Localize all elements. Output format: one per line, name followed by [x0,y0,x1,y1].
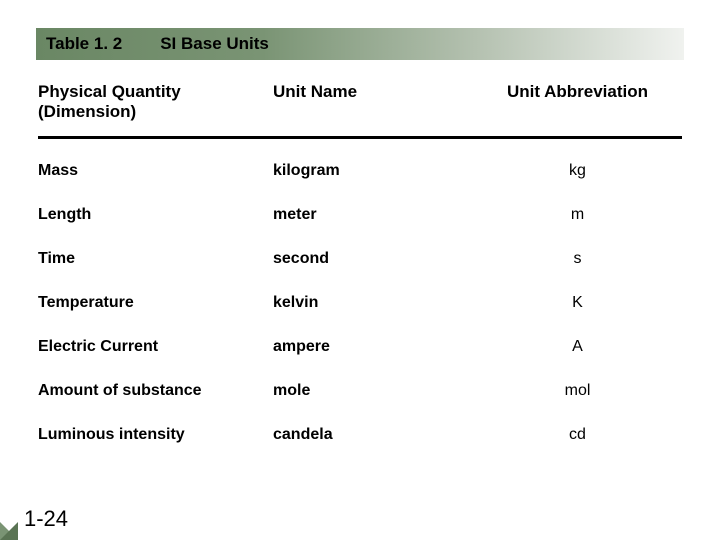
column-header-unit-name: Unit Name [273,82,473,122]
cell-quantity: Time [38,250,273,268]
table-row: Temperature kelvin K [38,281,682,325]
page-number: 1-24 [24,506,68,532]
cell-abbreviation: mol [473,382,682,400]
cell-unit-name: mole [273,382,473,400]
table-row: Electric Current ampere A [38,325,682,369]
cell-abbreviation: m [473,206,682,224]
table-row: Length meter m [38,193,682,237]
cell-abbreviation: A [473,338,682,356]
cell-unit-name: candela [273,426,473,444]
cell-quantity: Length [38,206,273,224]
cell-unit-name: second [273,250,473,268]
column-header-abbreviation: Unit Abbreviation [473,82,682,122]
cell-abbreviation: s [473,250,682,268]
cell-abbreviation: K [473,294,682,312]
cell-quantity: Electric Current [38,338,273,356]
cell-unit-name: kilogram [273,162,473,180]
column-header-quantity: Physical Quantity (Dimension) [38,82,273,122]
table-row: Luminous intensity candela cd [38,413,682,457]
column-header-quantity-line2: (Dimension) [38,102,273,122]
cell-abbreviation: kg [473,162,682,180]
cell-unit-name: ampere [273,338,473,356]
cell-quantity: Amount of substance [38,382,273,400]
table-title: SI Base Units [160,34,269,54]
table-row: Amount of substance mole mol [38,369,682,413]
cell-quantity: Mass [38,162,273,180]
table-number: Table 1. 2 [46,34,122,54]
cell-abbreviation: cd [473,426,682,444]
table-row: Mass kilogram kg [38,149,682,193]
cell-unit-name: meter [273,206,473,224]
cell-unit-name: kelvin [273,294,473,312]
corner-decoration-shadow [0,522,18,540]
cell-quantity: Luminous intensity [38,426,273,444]
column-header-quantity-line1: Physical Quantity [38,82,181,101]
si-units-table: Physical Quantity (Dimension) Unit Name … [38,82,682,457]
table-row: Time second s [38,237,682,281]
title-bar: Table 1. 2 SI Base Units [36,28,684,60]
cell-quantity: Temperature [38,294,273,312]
table-header-row: Physical Quantity (Dimension) Unit Name … [38,82,682,139]
